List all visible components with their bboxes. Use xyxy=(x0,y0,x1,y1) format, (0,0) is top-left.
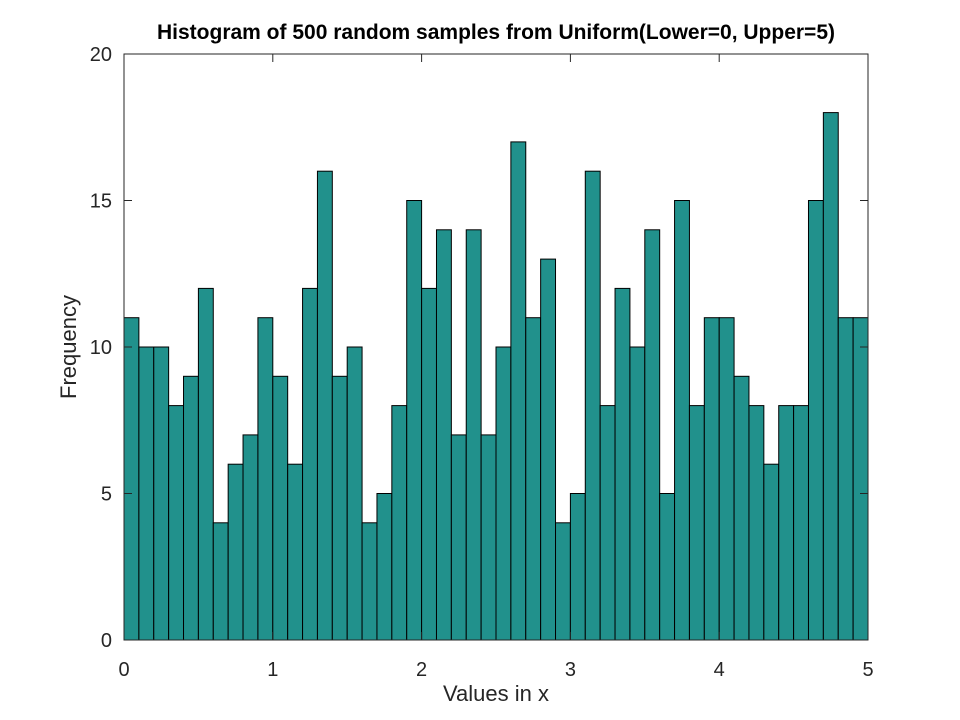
x-tick-label: 4 xyxy=(714,659,725,681)
histogram-bar xyxy=(718,317,735,641)
histogram-bar xyxy=(316,170,333,641)
x-axis-label: Values in x xyxy=(443,681,549,706)
x-tick-label: 0 xyxy=(118,659,129,681)
histogram-bar xyxy=(302,287,318,641)
y-tick-label: 15 xyxy=(90,191,112,213)
histogram-bar xyxy=(540,258,557,641)
histogram-bar xyxy=(793,405,809,641)
x-tick-label: 5 xyxy=(862,659,873,681)
chart-title: Histogram of 500 random samples from Uni… xyxy=(157,21,835,44)
histogram-bar xyxy=(138,346,155,641)
histogram-bar xyxy=(614,287,631,641)
histogram-bar xyxy=(465,229,482,641)
y-axis-label: Frequency xyxy=(56,295,81,399)
y-tick-label: 0 xyxy=(101,630,112,652)
histogram-bar xyxy=(212,522,229,641)
histogram-bar xyxy=(688,405,705,641)
histogram-bar xyxy=(480,434,497,641)
histogram-bar xyxy=(183,375,199,641)
histogram-bar xyxy=(495,346,512,641)
histogram-bar xyxy=(421,287,437,641)
histogram-bar xyxy=(778,405,795,641)
histogram-bar xyxy=(763,463,780,641)
histogram-bar xyxy=(807,200,824,641)
histogram-bar xyxy=(391,405,408,641)
histogram-bar xyxy=(242,434,259,641)
histogram-bar xyxy=(599,405,616,641)
histogram-bar xyxy=(525,317,542,641)
histogram-bars xyxy=(123,112,869,641)
histogram-bar xyxy=(168,405,185,641)
histogram-bar xyxy=(674,200,690,641)
histogram-bar xyxy=(450,434,467,641)
histogram-bar xyxy=(510,141,527,641)
histogram-bar xyxy=(435,229,452,641)
histogram-bar xyxy=(703,317,720,641)
y-tick-label: 5 xyxy=(101,484,112,506)
histogram-bar xyxy=(644,229,661,641)
histogram-bar xyxy=(629,346,646,641)
histogram-bar xyxy=(837,317,854,641)
y-tick-label: 10 xyxy=(90,337,112,359)
histogram-bar xyxy=(659,493,676,641)
histogram-bar xyxy=(361,522,378,641)
histogram-bar xyxy=(153,346,170,641)
histogram-bar xyxy=(569,493,586,641)
histogram-bar xyxy=(555,522,571,641)
y-tick-label: 20 xyxy=(90,44,112,66)
x-axis-ticks: 0 1 2 3 4 5 xyxy=(118,54,874,681)
histogram-bar xyxy=(272,375,289,641)
histogram-bar xyxy=(287,463,304,641)
histogram-bar xyxy=(123,317,140,641)
histogram-bar xyxy=(406,200,423,641)
y-axis-ticks: 0 5 10 15 20 xyxy=(90,44,868,652)
x-tick-label: 1 xyxy=(267,659,278,681)
histogram-bar xyxy=(748,405,765,641)
x-tick-label: 2 xyxy=(416,659,427,681)
histogram-bar xyxy=(733,375,750,641)
x-tick-label: 3 xyxy=(565,659,576,681)
histogram-bar xyxy=(227,463,244,641)
histogram-bar xyxy=(257,317,274,641)
histogram-bar xyxy=(197,287,214,641)
histogram-bar xyxy=(376,493,393,641)
histogram-bar xyxy=(584,170,601,641)
histogram-bar xyxy=(331,375,348,641)
histogram-bar xyxy=(346,346,363,641)
histogram-bar xyxy=(852,317,869,641)
histogram-bar xyxy=(822,112,839,641)
